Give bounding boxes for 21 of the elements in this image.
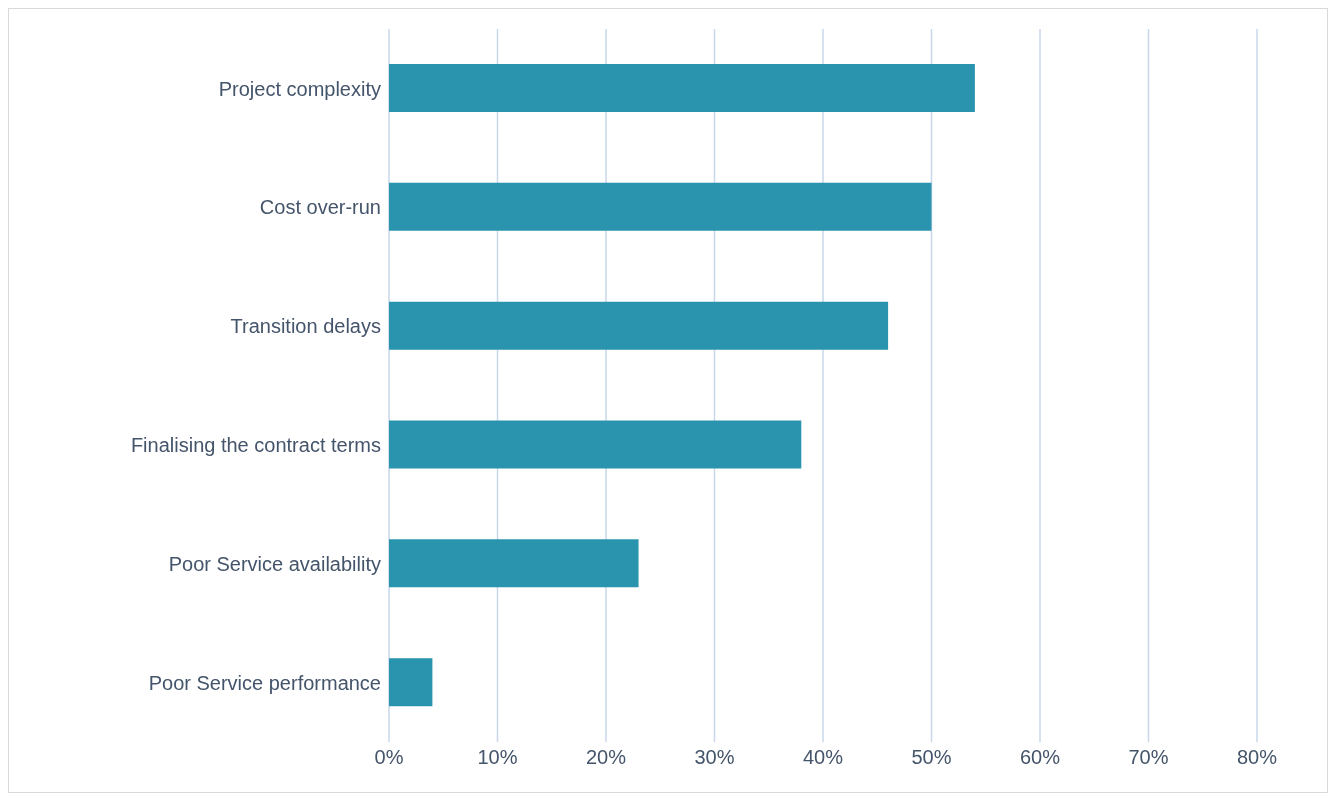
x-tick-label: 30% — [694, 746, 735, 769]
bar — [389, 64, 975, 112]
y-tick-label: Poor Service performance — [148, 671, 381, 694]
x-tick-label: 40% — [802, 746, 844, 769]
x-tick-label: 80% — [1236, 746, 1278, 769]
bar — [389, 301, 889, 350]
x-tick-label: 20% — [585, 746, 627, 769]
x-tick-label: 50% — [911, 746, 952, 769]
y-tick-label: Project complexity — [218, 77, 381, 100]
bar — [389, 182, 932, 231]
x-tick-label: 0% — [374, 746, 404, 769]
x-tick-label: 60% — [1019, 746, 1061, 769]
x-tick-label: 10% — [477, 746, 518, 769]
y-tick-label: Poor Service availability — [168, 552, 381, 575]
y-tick-label: Transition delays — [230, 315, 381, 338]
x-tick-label: 70% — [1128, 746, 1169, 769]
bar — [389, 539, 639, 588]
y-tick-label: Finalising the contract terms — [130, 434, 381, 457]
y-tick-label: Cost over-run — [259, 196, 381, 219]
bar — [389, 420, 802, 469]
bar — [389, 658, 433, 707]
